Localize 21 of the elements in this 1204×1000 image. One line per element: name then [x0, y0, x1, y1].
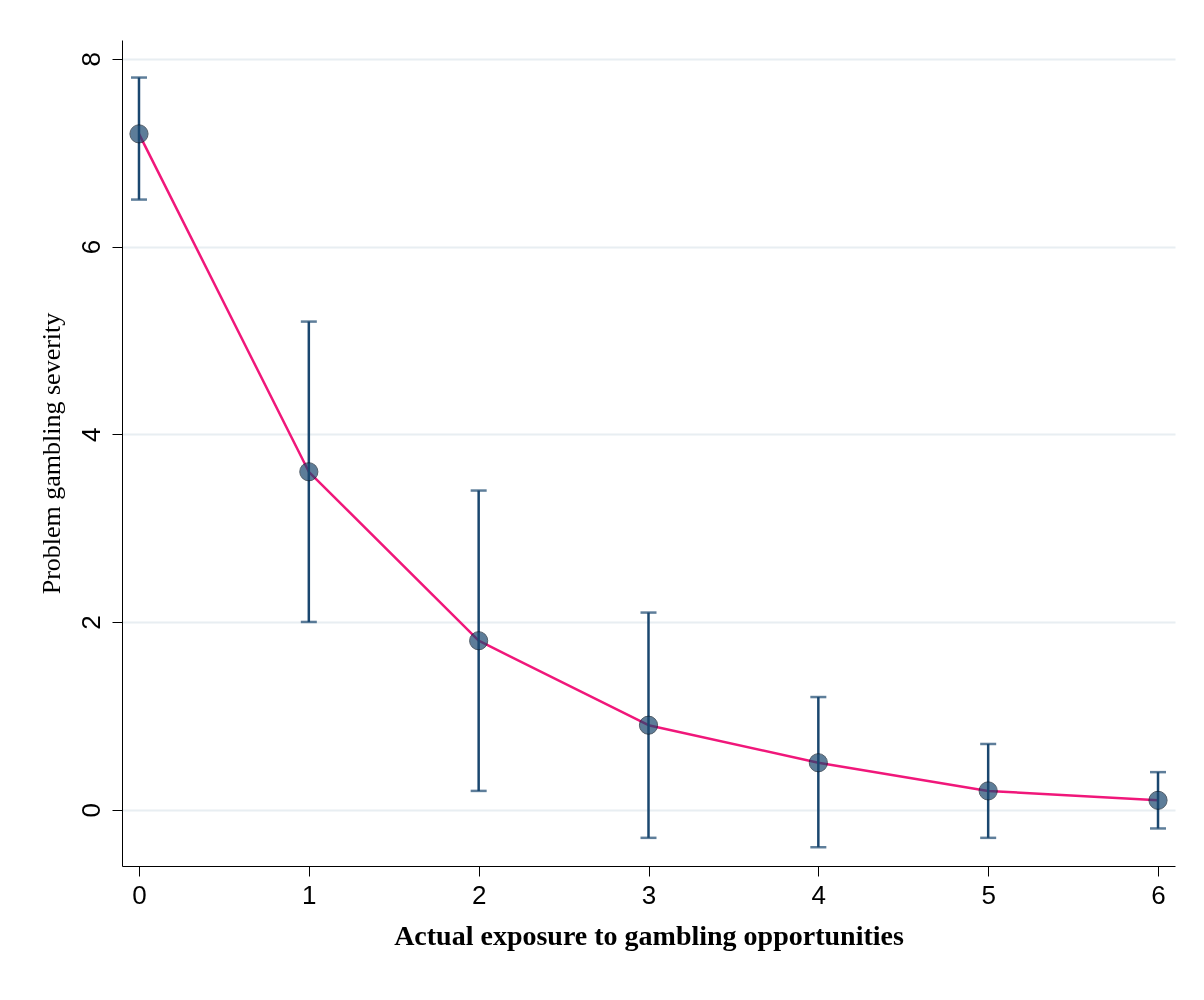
- point: [129, 124, 149, 144]
- x-tick-label: 1: [302, 879, 317, 910]
- y-axis-title: Problem gambling severity: [36, 312, 66, 595]
- point: [1148, 790, 1168, 810]
- x-axis-title: Actual exposure to gambling opportunities: [394, 919, 904, 951]
- y-tick-label: 0: [75, 802, 106, 818]
- x-tick-label: 3: [641, 879, 657, 910]
- y-tick-label: 4: [75, 427, 106, 442]
- y-tick-label: 2: [75, 615, 106, 630]
- x-tick-label: 2: [471, 879, 487, 910]
- x-tick-label: 0: [132, 879, 147, 910]
- y-tick-label: 8: [75, 52, 106, 67]
- x-tick-label: 4: [811, 879, 827, 910]
- point: [808, 753, 828, 773]
- point: [638, 715, 659, 735]
- point: [469, 631, 489, 651]
- x-tick-label: 6: [1151, 879, 1166, 910]
- point: [978, 781, 998, 801]
- point: [299, 462, 319, 482]
- y-tick-label: 6: [75, 239, 106, 255]
- x-tick-label: 5: [981, 879, 996, 910]
